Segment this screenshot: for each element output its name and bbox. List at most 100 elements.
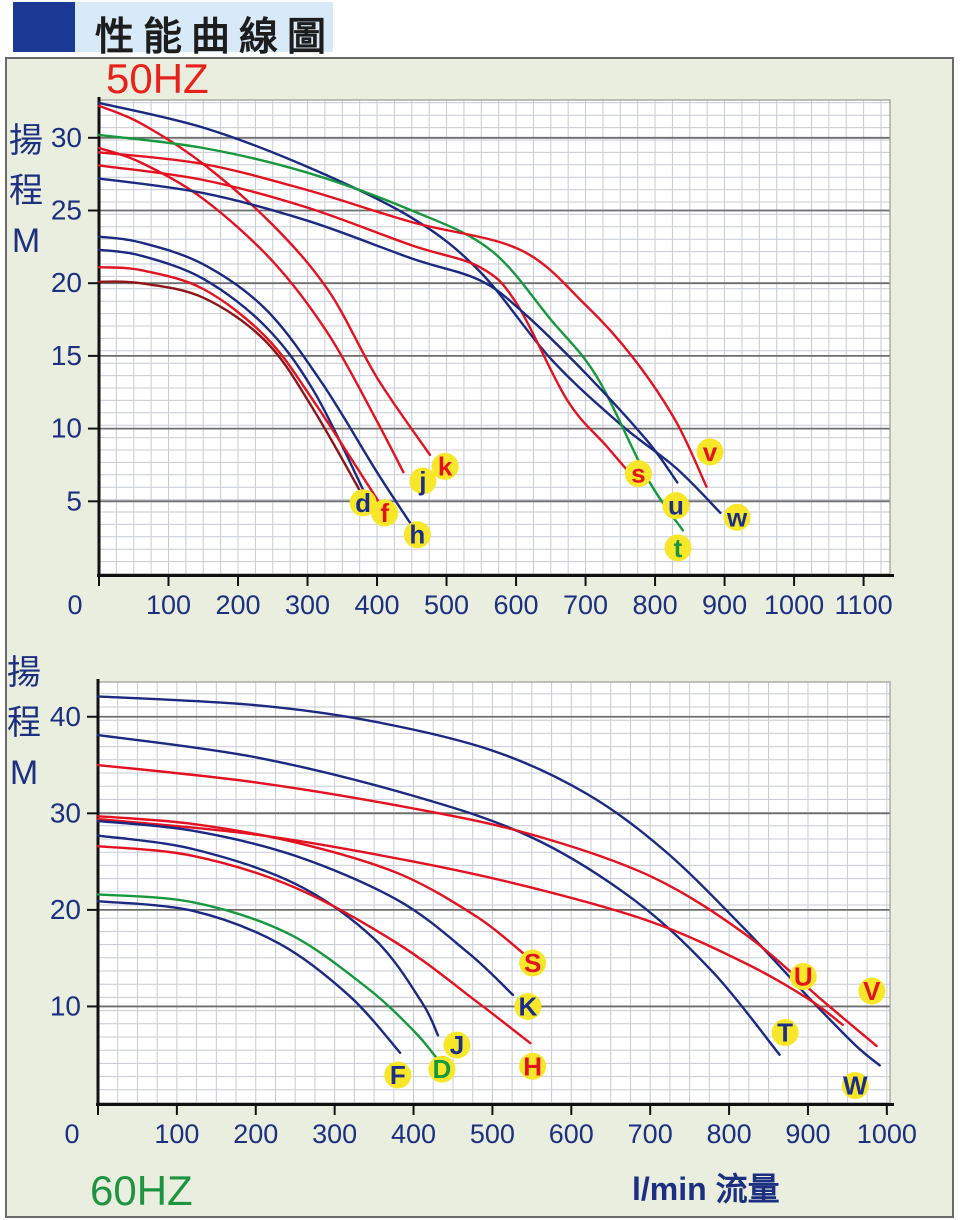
curve-K xyxy=(96,819,515,997)
curve-label-letter: s xyxy=(631,459,645,489)
curve-label-circle xyxy=(789,963,817,991)
curve-label-circle xyxy=(443,1031,471,1059)
y-tick-label: 20 xyxy=(51,267,82,298)
x-tick-label: 600 xyxy=(549,1119,594,1149)
x-tick-label: 900 xyxy=(785,1119,830,1149)
curve-label-letter: W xyxy=(843,1071,868,1101)
curve-F xyxy=(96,899,402,1054)
frequency-label-50hz: 50HZ xyxy=(106,55,209,102)
x-tick-label: 1100 xyxy=(835,590,893,620)
curve-label-circle xyxy=(624,460,652,488)
title-accent-square xyxy=(13,2,75,52)
curve-label-v: v xyxy=(696,437,724,467)
x-tick-label: 300 xyxy=(285,590,330,620)
curve-label-W: W xyxy=(841,1071,869,1101)
plot-area xyxy=(99,100,890,574)
curve-label-j: j xyxy=(409,466,437,496)
curve-label-letter: u xyxy=(668,491,684,521)
curve-label-U: U xyxy=(789,962,817,992)
y-tick-label: 20 xyxy=(50,894,81,925)
curve-label-letter: k xyxy=(438,451,453,481)
x-tick-label: 100 xyxy=(154,1119,199,1149)
curve-label-w: w xyxy=(723,502,751,532)
y-axis-char: M xyxy=(9,754,39,792)
curve-label-circle xyxy=(723,503,751,531)
curve-label-circle xyxy=(858,977,886,1005)
curve-label-letter: t xyxy=(674,533,683,563)
y-tick-label: 40 xyxy=(50,701,81,732)
frequency-label-60hz: 60HZ xyxy=(90,1167,193,1214)
curve-label-letter: H xyxy=(523,1051,542,1081)
x-tick-label: 400 xyxy=(391,1119,436,1149)
chart-hz50: 0 100 200 300 400 500 600 700 800 900 1000 1100 5 10 1… xyxy=(51,97,894,620)
curve-label-letter: d xyxy=(355,488,371,518)
x-tick-label: 500 xyxy=(470,1119,515,1149)
curve-label-letter: S xyxy=(524,948,541,978)
curve-label-circle xyxy=(428,1055,456,1083)
curve-s xyxy=(97,164,633,477)
curve-label-f: f xyxy=(371,498,399,528)
curve-label-S: S xyxy=(519,948,547,978)
curve-label-H: H xyxy=(519,1051,547,1081)
y-axis-char: 程 xyxy=(7,704,41,742)
curve-label-circle xyxy=(841,1072,869,1100)
curve-label-letter: J xyxy=(450,1030,464,1060)
x-tick-label: 700 xyxy=(628,1119,673,1149)
x-ticks: 0 100 200 300 400 500 600 700 800 900 1000 1100 xyxy=(67,577,893,620)
x-tick-label: 800 xyxy=(707,1119,752,1149)
curve-label-D: D xyxy=(428,1054,456,1084)
x-tick-label: 200 xyxy=(215,590,260,620)
curve-label-circle xyxy=(519,949,547,977)
curve-label-letter: f xyxy=(380,498,389,528)
curve-k xyxy=(97,104,432,456)
curve-label-K: K xyxy=(514,991,542,1021)
y-ticks: 10 20 30 40 xyxy=(50,701,98,1021)
curve-f xyxy=(97,266,386,512)
x-tick-label: 600 xyxy=(494,590,539,620)
y-tick-label: 30 xyxy=(50,797,81,828)
x-tick-label: 0 xyxy=(67,590,82,620)
curve-v xyxy=(97,151,708,488)
x-axis-title-flow: l/min 流量 xyxy=(632,1171,780,1207)
curve-label-h: h xyxy=(403,520,431,550)
curve-label-circle xyxy=(696,438,724,466)
curve-label-letter: D xyxy=(433,1054,452,1084)
curve-label-u: u xyxy=(662,491,690,521)
curve-label-circle xyxy=(349,489,377,517)
curve-label-letter: K xyxy=(519,991,538,1021)
curve-label-letter: U xyxy=(794,962,813,992)
chart-hz60: 0 100 200 300 400 500 600 700 800 900 1000 10 20 30 40… xyxy=(50,679,917,1149)
x-tick-label: 0 xyxy=(64,1119,79,1149)
curve-label-J: J xyxy=(443,1030,471,1060)
y-axis-char: M xyxy=(11,222,41,260)
curve-label-letter: h xyxy=(409,520,425,550)
curve-label-letter: V xyxy=(863,976,881,1006)
x-tick-label: 100 xyxy=(146,590,191,620)
curve-label-d: d xyxy=(349,488,377,518)
x-ticks: 0 100 200 300 400 500 600 700 800 900 1000 xyxy=(64,1106,917,1149)
major-grid xyxy=(99,136,890,503)
curve-H xyxy=(96,844,532,1045)
curve-label-circle xyxy=(771,1019,799,1047)
curve-label-V: V xyxy=(858,976,886,1006)
curve-f2 xyxy=(97,280,379,523)
curve-d xyxy=(97,248,368,499)
curve-t xyxy=(97,133,685,532)
y-axis-title-head-top: 揚 程 M xyxy=(4,116,48,266)
y-axis-char: 程 xyxy=(9,172,43,210)
curve-label-T: T xyxy=(771,1018,799,1048)
y-axis-char: 揚 xyxy=(9,122,43,160)
curve-label-circle xyxy=(519,1052,547,1080)
y-tick-label: 10 xyxy=(50,990,81,1021)
curve-label-t: t xyxy=(664,533,692,563)
curve-label-k: k xyxy=(431,451,459,481)
curve-J xyxy=(96,834,440,1037)
curve-label-circle xyxy=(662,492,690,520)
curve-label-circle xyxy=(371,499,399,527)
x-tick-label: 700 xyxy=(563,590,608,620)
y-ticks: 5 10 15 20 25 30 xyxy=(51,122,99,516)
y-tick-label: 25 xyxy=(51,195,82,226)
title-background xyxy=(75,2,333,52)
curve-label-s: s xyxy=(624,459,652,489)
